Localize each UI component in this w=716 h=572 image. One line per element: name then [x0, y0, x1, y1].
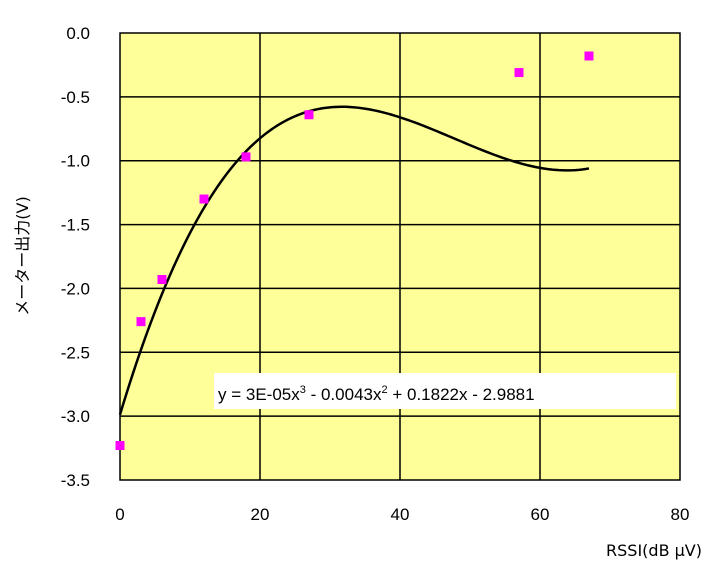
data-point — [136, 317, 146, 327]
y-tick-label: -0.5 — [61, 88, 90, 107]
y-tick-label: -3.5 — [61, 471, 90, 490]
x-tick-label: 0 — [115, 505, 124, 524]
y-axis-label: メーター出力(V) — [13, 196, 32, 315]
y-tick-label: -2.0 — [61, 279, 90, 298]
trendline — [118, 105, 590, 415]
x-tick-labels: 0 20 40 60 80 — [115, 505, 689, 524]
data-point — [514, 68, 524, 78]
data-point — [584, 51, 594, 61]
trendline-equation-box: y = 3E-05x3 - 0.0043x2 + 0.1822x - 2.988… — [214, 373, 676, 409]
y-tick-label: -3.0 — [61, 407, 90, 426]
x-axis-label: RSSI(dB μV) — [606, 541, 702, 560]
trendline-equation: y = 3E-05x3 - 0.0043x2 + 0.1822x - 2.988… — [218, 384, 535, 404]
x-tick-label: 60 — [531, 505, 550, 524]
data-point — [115, 441, 125, 451]
data-points — [115, 51, 594, 451]
y-tick-label: -1.0 — [61, 152, 90, 171]
y-tick-labels: 0.0 -0.5 -1.0 -1.5 -2.0 -2.5 -3.0 -3.5 — [61, 24, 90, 490]
y-tick-label: 0.0 — [66, 24, 90, 43]
y-tick-label: -1.5 — [61, 216, 90, 235]
x-tick-label: 80 — [671, 505, 690, 524]
data-point — [241, 152, 251, 162]
data-point — [157, 274, 167, 284]
data-point — [304, 110, 314, 120]
x-tick-label: 40 — [391, 505, 410, 524]
y-tick-label: -2.5 — [61, 343, 90, 362]
x-tick-label: 20 — [251, 505, 270, 524]
data-point — [199, 194, 209, 204]
